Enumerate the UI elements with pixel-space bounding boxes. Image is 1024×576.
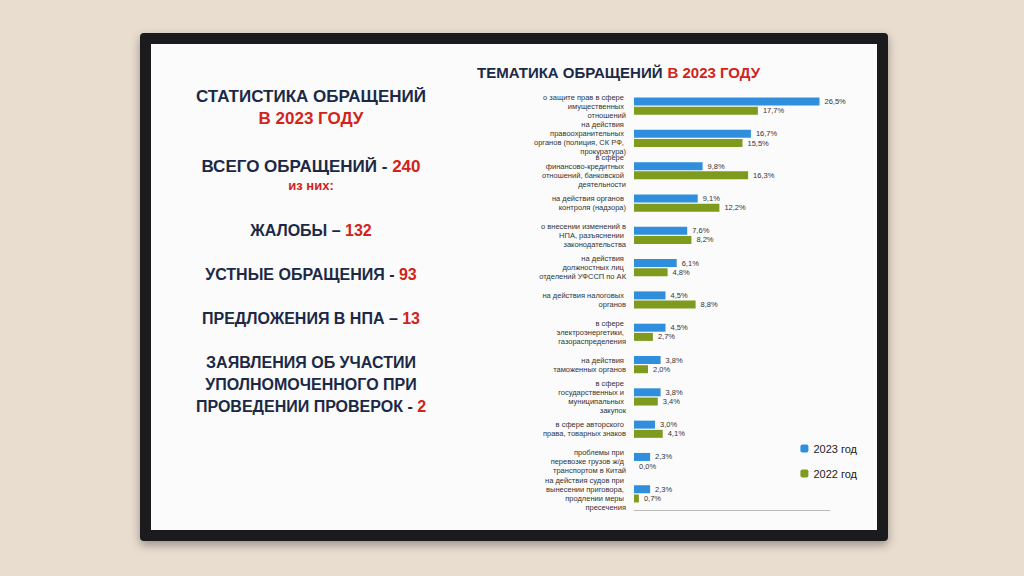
svg-text:муниципальных: муниципальных [568,397,626,406]
svg-text:о защите прав в сфере: о защите прав в сфере [543,93,626,102]
svg-text:17,7%: 17,7% [763,106,785,115]
svg-text:права, товарных знаков: права, товарных знаков [543,429,626,438]
svg-text:на действия: на действия [581,356,626,365]
svg-text:4,5%: 4,5% [671,323,688,332]
svg-text:3,8%: 3,8% [666,388,683,397]
svg-text:на действия органов: на действия органов [552,194,626,203]
svg-text:2022 год: 2022 год [813,468,857,480]
svg-text:8,8%: 8,8% [701,300,718,309]
svg-text:финансово-кредитных: финансово-кредитных [546,162,626,171]
svg-text:должностных лиц: должностных лиц [562,263,626,272]
svg-text:3,4%: 3,4% [663,397,680,406]
svg-text:НПА, разъяснении: НПА, разъяснении [557,231,626,240]
svg-text:на действия: на действия [581,120,626,129]
svg-text:4,1%: 4,1% [668,429,685,438]
svg-text:органов (полиция, СК РФ,: органов (полиция, СК РФ, [534,138,626,147]
svg-text:таможенных органов: таможенных органов [553,365,626,374]
svg-text:0,0%: 0,0% [639,462,656,471]
svg-text:отделений УФССП по АК: отделений УФССП по АК [539,272,626,281]
svg-text:26,5%: 26,5% [825,97,847,106]
svg-text:транспортом в Китай: транспортом в Китай [553,466,626,475]
svg-text:пресечения: пресечения [585,503,626,512]
svg-text:7,6%: 7,6% [692,226,709,235]
svg-text:контроля (надзора): контроля (надзора) [559,203,627,212]
svg-text:законодательства: законодательства [564,240,627,249]
svg-text:в сфере: в сфере [595,379,626,388]
svg-text:электроэнергетики,: электроэнергетики, [557,328,626,337]
svg-text:12,2%: 12,2% [724,203,746,212]
svg-text:0,7%: 0,7% [644,494,661,503]
svg-text:3,8%: 3,8% [666,356,683,365]
html-text:ЖАЛОБЫ – 132: ЖАЛОБЫ – 132 [250,222,372,239]
svg-text:перевозке грузов ж/д: перевозке грузов ж/д [551,457,626,466]
svg-text:4,5%: 4,5% [671,291,688,300]
svg-text:2,3%: 2,3% [655,485,672,494]
svg-text:проблемы при: проблемы при [574,448,626,457]
svg-text:3,0%: 3,0% [660,420,677,429]
svg-text:закупок: закупок [600,406,627,415]
svg-text:на действия налоговых: на действия налоговых [542,291,626,300]
svg-text:в сфере: в сфере [595,153,626,162]
html-text:ЗАЯВЛЕНИЯ ОБ УЧАСТИИ УПОЛНОМОЧ: ЗАЯВЛЕНИЯ ОБ УЧАСТИИ УПОЛНОМОЧЕННОГО ПРИ… [195,354,427,415]
html-text:ПРЕДЛОЖЕНИЯ В НПА – 13: ПРЕДЛОЖЕНИЯ В НПА – 13 [202,310,420,327]
html-text:ВСЕГО ОБРАЩЕНИЙ - 240: ВСЕГО ОБРАЩЕНИЙ - 240 [201,157,421,176]
svg-text:государственных и: государственных и [558,388,626,397]
svg-text:2023 год: 2023 год [813,443,857,455]
svg-text:15,5%: 15,5% [748,139,770,148]
svg-text:9,1%: 9,1% [703,194,720,203]
svg-text:9,8%: 9,8% [708,162,725,171]
svg-text:продлении меры: продлении меры [565,494,626,503]
svg-text:16,7%: 16,7% [756,129,778,138]
svg-text:имущественных: имущественных [568,102,626,111]
svg-text:правоохранительных: правоохранительных [550,129,626,138]
html-text:из них:: из них: [288,178,334,193]
svg-text:16,3%: 16,3% [753,171,775,180]
html-text:СТАТИСТИКА ОБРАЩЕНИЙ: СТАТИСТИКА ОБРАЩЕНИЙ [196,87,426,106]
svg-text:ТЕМАТИКА ОБРАЩЕНИЙ: ТЕМАТИКА ОБРАЩЕНИЙ [477,64,663,81]
svg-text:8,2%: 8,2% [696,235,713,244]
svg-text:6,1%: 6,1% [682,259,699,268]
svg-text:В 2023 ГОДУ: В 2023 ГОДУ [668,64,761,81]
svg-text:на действия судов при: на действия судов при [545,476,626,485]
svg-text:отношений, банковской: отношений, банковской [542,171,626,180]
svg-text:вынесении приговора,: вынесении приговора, [546,485,626,494]
svg-text:о внесении изменений в: о внесении изменений в [541,222,626,231]
html-text:В 2023 ГОДУ: В 2023 ГОДУ [258,109,364,128]
svg-text:органов: органов [599,300,626,309]
svg-text:2,0%: 2,0% [653,365,670,374]
svg-text:газораспределения: газораспределения [558,337,626,346]
svg-text:на действия: на действия [581,254,626,263]
svg-text:отношений: отношений [588,111,626,120]
svg-text:4,8%: 4,8% [673,268,690,277]
html-text:УСТНЫЕ ОБРАЩЕНИЯ - 93: УСТНЫЕ ОБРАЩЕНИЯ - 93 [205,266,417,283]
svg-text:деятельности: деятельности [578,180,626,189]
svg-text:в сфере авторского: в сфере авторского [556,420,626,429]
svg-text:2,7%: 2,7% [658,332,675,341]
svg-text:2,3%: 2,3% [655,452,672,461]
svg-text:в сфере: в сфере [595,319,626,328]
